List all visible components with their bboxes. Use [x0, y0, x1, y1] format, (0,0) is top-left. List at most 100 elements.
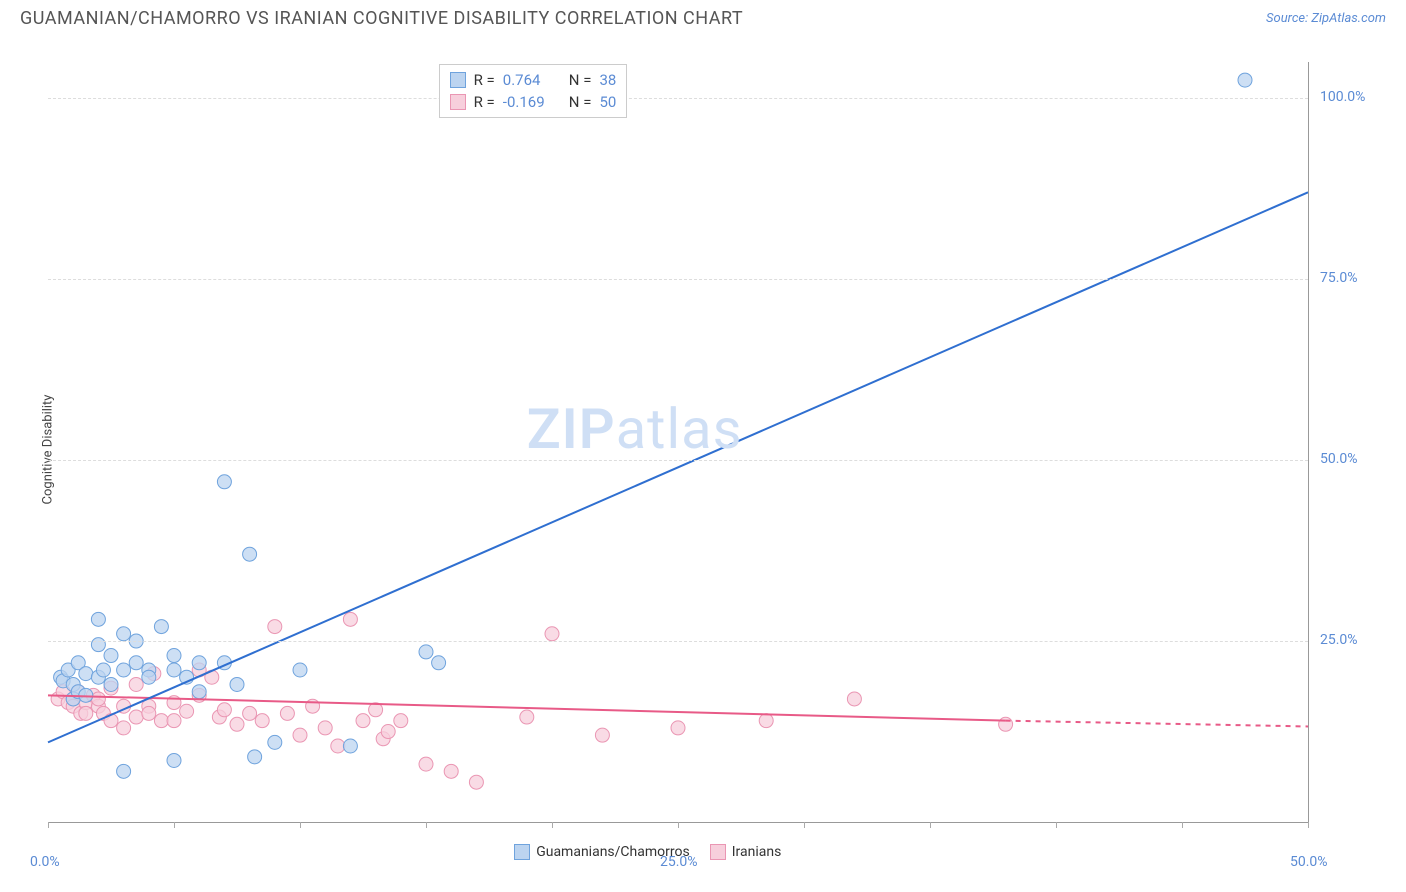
data-point	[129, 710, 143, 724]
data-point	[293, 663, 307, 677]
grid-line	[48, 460, 1308, 461]
legend-n-label: N =	[569, 93, 592, 111]
data-point	[671, 721, 685, 735]
data-point	[343, 739, 357, 753]
chart-title: GUAMANIAN/CHAMORRO VS IRANIAN COGNITIVE …	[20, 8, 743, 29]
legend-stat-row: R = -0.169 N = 50	[450, 91, 617, 113]
data-point	[91, 638, 105, 652]
data-point	[117, 663, 131, 677]
legend-r-label: R =	[474, 71, 495, 89]
x-tick-mark	[1308, 822, 1309, 828]
data-point	[217, 703, 231, 717]
data-point	[129, 677, 143, 691]
data-point	[167, 649, 181, 663]
data-point	[343, 612, 357, 626]
data-point	[243, 547, 257, 561]
y-axis-right	[1308, 62, 1309, 822]
x-tick-label: 50.0%	[1290, 854, 1328, 870]
data-point	[394, 714, 408, 728]
data-point	[331, 739, 345, 753]
data-point	[142, 670, 156, 684]
data-point	[117, 764, 131, 778]
data-point	[79, 667, 93, 681]
legend-series-label: Guamanians/Chamorros	[536, 844, 690, 860]
data-point	[96, 663, 110, 677]
chart-svg	[48, 62, 1308, 822]
data-point	[520, 710, 534, 724]
data-point	[230, 717, 244, 731]
grid-line	[48, 98, 1308, 99]
data-point	[545, 627, 559, 641]
x-tick-mark	[174, 822, 175, 828]
x-tick-mark	[300, 822, 301, 828]
data-point	[243, 706, 257, 720]
legend-swatch	[450, 72, 466, 88]
data-point	[104, 677, 118, 691]
x-tick-mark	[552, 822, 553, 828]
legend-series-item: Iranians	[710, 844, 782, 860]
data-point	[759, 714, 773, 728]
legend-swatch	[710, 844, 726, 860]
x-tick-mark	[678, 822, 679, 828]
legend-n-value: 38	[599, 71, 616, 89]
data-point	[444, 764, 458, 778]
data-point	[381, 725, 395, 739]
regression-line	[48, 192, 1308, 742]
data-point	[248, 750, 262, 764]
data-point	[268, 735, 282, 749]
data-point	[167, 753, 181, 767]
data-point	[154, 620, 168, 634]
data-point	[167, 714, 181, 728]
data-point	[167, 663, 181, 677]
legend-r-value: 0.764	[503, 71, 561, 89]
y-tick-label: 100.0%	[1320, 89, 1380, 105]
data-point	[280, 706, 294, 720]
data-point	[419, 757, 433, 771]
legend-n-label: N =	[569, 71, 592, 89]
data-point	[180, 704, 194, 718]
legend-stats: R = 0.764 N = 38 R = -0.169 N = 50	[439, 64, 628, 118]
legend-series-item: Guamanians/Chamorros	[514, 844, 690, 860]
legend-swatch	[514, 844, 530, 860]
data-point	[79, 706, 93, 720]
x-tick-mark	[930, 822, 931, 828]
regression-line	[1006, 721, 1308, 727]
data-point	[268, 620, 282, 634]
legend-n-value: 50	[599, 93, 616, 111]
chart-container: GUAMANIAN/CHAMORRO VS IRANIAN COGNITIVE …	[0, 0, 1406, 892]
x-tick-mark	[804, 822, 805, 828]
data-point	[129, 656, 143, 670]
legend-r-value: -0.169	[503, 93, 561, 111]
legend-swatch	[450, 94, 466, 110]
y-tick-label: 75.0%	[1320, 270, 1380, 286]
grid-line	[48, 279, 1308, 280]
legend-r-label: R =	[474, 93, 495, 111]
source-label: Source: ZipAtlas.com	[1266, 11, 1386, 26]
x-tick-label: 0.0%	[30, 854, 60, 870]
legend-series-label: Iranians	[732, 844, 782, 860]
data-point	[91, 612, 105, 626]
data-point	[847, 692, 861, 706]
x-tick-mark	[426, 822, 427, 828]
grid-line	[48, 641, 1308, 642]
data-point	[469, 775, 483, 789]
data-point	[318, 721, 332, 735]
x-tick-mark	[1182, 822, 1183, 828]
data-point	[595, 728, 609, 742]
data-point	[356, 714, 370, 728]
x-tick-mark	[1056, 822, 1057, 828]
x-tick-mark	[48, 822, 49, 828]
data-point	[192, 656, 206, 670]
data-point	[192, 685, 206, 699]
data-point	[104, 649, 118, 663]
data-point	[91, 692, 105, 706]
y-tick-label: 50.0%	[1320, 451, 1380, 467]
data-point	[154, 714, 168, 728]
data-point	[117, 627, 131, 641]
plot-area: ZIPatlas 25.0%50.0%75.0%100.0%0.0%25.0%5…	[48, 62, 1308, 822]
data-point	[142, 706, 156, 720]
data-point	[419, 645, 433, 659]
legend-series: Guamanians/Chamorros Iranians	[514, 844, 781, 860]
data-point	[1238, 73, 1252, 87]
legend-stat-row: R = 0.764 N = 38	[450, 69, 617, 91]
